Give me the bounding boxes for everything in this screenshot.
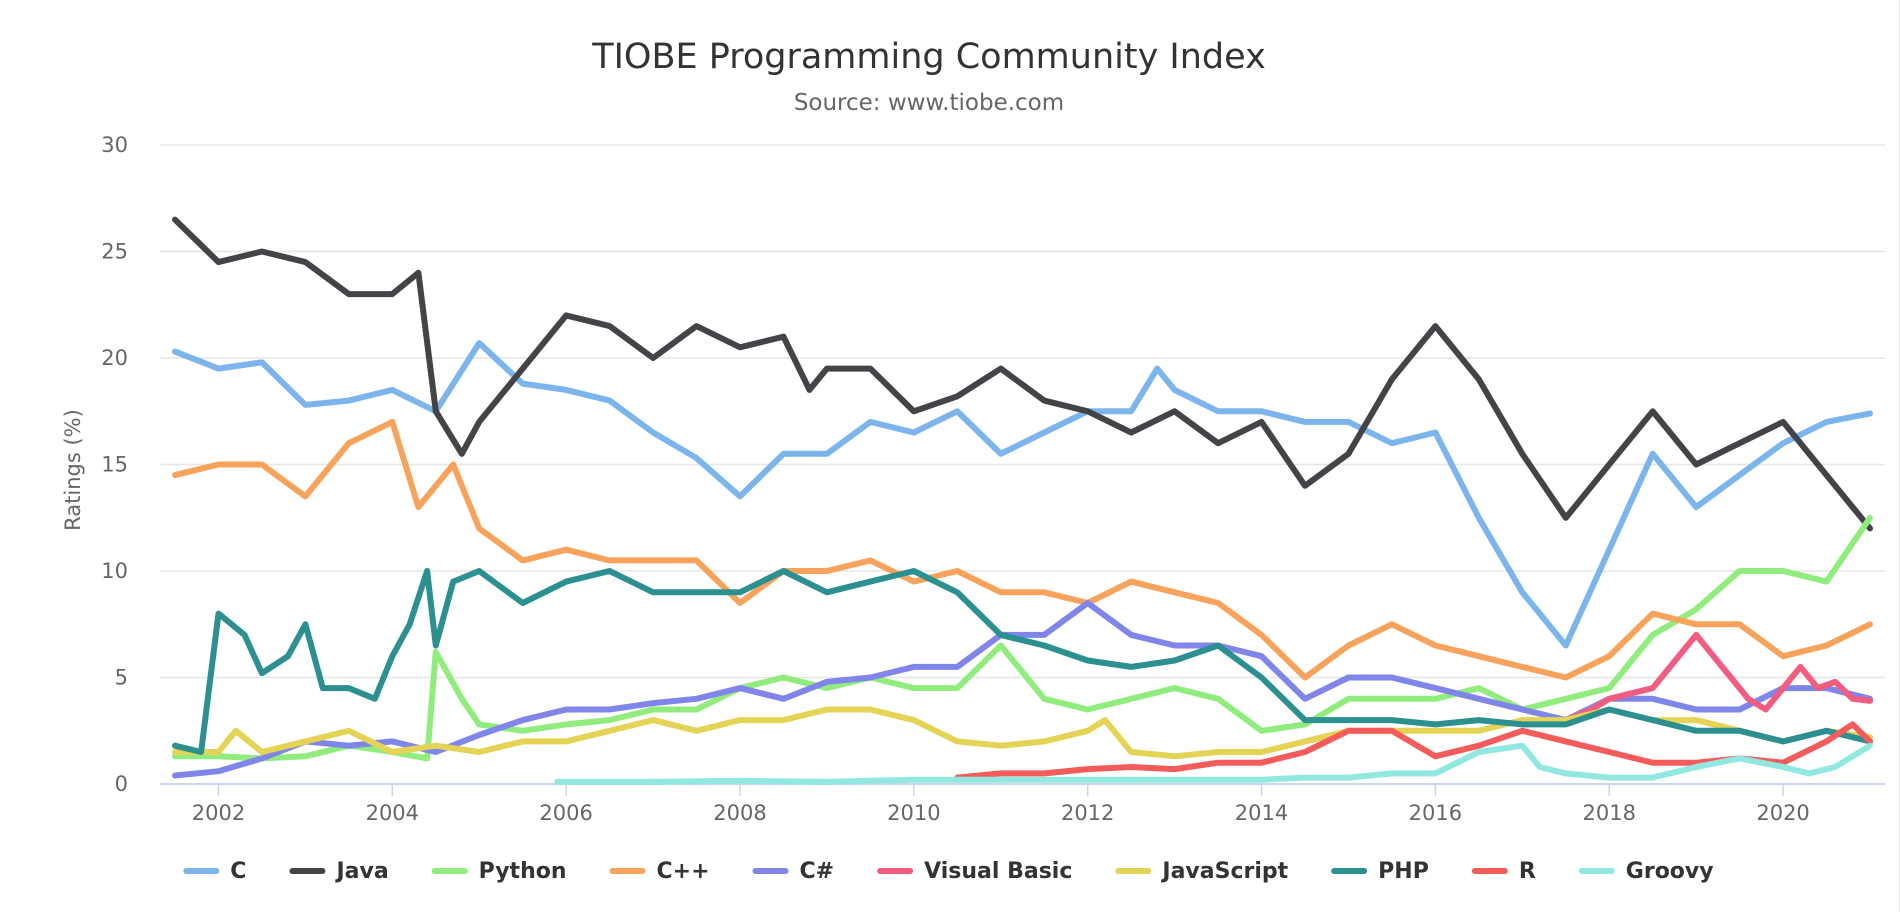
chart-subtitle: Source: www.tiobe.com (794, 90, 1064, 116)
y-tick-label: 0 (115, 772, 128, 796)
legend-item-javascript[interactable]: JavaScript (1115, 859, 1289, 884)
y-tick-label: 10 (101, 559, 128, 583)
x-tick-label: 2014 (1235, 801, 1288, 825)
legend-label: C++ (657, 859, 710, 884)
y-axis-ticks: 0 5 10 15 20 25 30 (101, 133, 128, 796)
x-axis: 2002 2004 2006 2008 2010 2012 2014 2016 2018 2020 (192, 784, 1810, 825)
legend-label: PHP (1378, 859, 1429, 884)
series-line-c-[interactable] (172, 418, 1873, 681)
y-tick-label: 5 (115, 666, 128, 690)
legend-item-c-[interactable]: C# (752, 859, 835, 884)
x-tick-label: 2004 (366, 801, 419, 825)
legend-item-r[interactable]: R (1471, 859, 1536, 884)
legend-item-visual-basic[interactable]: Visual Basic (877, 859, 1072, 884)
y-axis-title: Ratings (%) (61, 409, 85, 531)
x-tick-label: 2016 (1409, 801, 1462, 825)
y-tick-label: 25 (101, 240, 128, 264)
y-tick-label: 15 (101, 453, 128, 477)
legend-item-java[interactable]: Java (289, 859, 389, 884)
series-line-javascript[interactable] (172, 706, 1873, 760)
x-tick-label: 2018 (1583, 801, 1636, 825)
x-tick-label: 2006 (539, 801, 592, 825)
series-line-php[interactable] (172, 568, 1873, 755)
x-tick-label: 2008 (713, 801, 766, 825)
x-tick-label: 2002 (192, 801, 245, 825)
series-line-c[interactable] (172, 340, 1873, 649)
series-line-python[interactable] (172, 514, 1873, 762)
series-lines (172, 216, 1873, 785)
legend-label: R (1519, 859, 1536, 884)
series-line-visual-basic[interactable] (1562, 631, 1873, 724)
x-tick-label: 2010 (887, 801, 940, 825)
x-tick-label: 2020 (1756, 801, 1809, 825)
y-tick-label: 30 (101, 133, 128, 157)
legend-label: C# (800, 859, 835, 884)
legend-item-c-[interactable]: C++ (609, 859, 710, 884)
legend-label: Java (334, 859, 388, 884)
legend-label: JavaScript (1160, 859, 1288, 884)
legend-item-groovy[interactable]: Groovy (1578, 859, 1714, 884)
legend: C Java Python C++ C# Visual Basic JavaScript PH… (183, 859, 1714, 884)
legend-label: Visual Basic (924, 859, 1072, 884)
chart-title: TIOBE Programming Community Index (591, 37, 1266, 77)
series-line-java[interactable] (172, 216, 1873, 532)
legend-item-python[interactable]: Python (431, 859, 567, 884)
legend-item-php[interactable]: PHP (1331, 859, 1429, 884)
legend-item-c[interactable]: C (183, 859, 246, 884)
legend-label: C (230, 859, 246, 884)
y-tick-label: 20 (101, 346, 128, 370)
gridlines (160, 144, 1885, 785)
legend-label: Python (479, 859, 567, 884)
legend-label: Groovy (1626, 859, 1714, 884)
x-tick-label: 2012 (1061, 801, 1114, 825)
series-line-groovy[interactable] (554, 742, 1873, 785)
